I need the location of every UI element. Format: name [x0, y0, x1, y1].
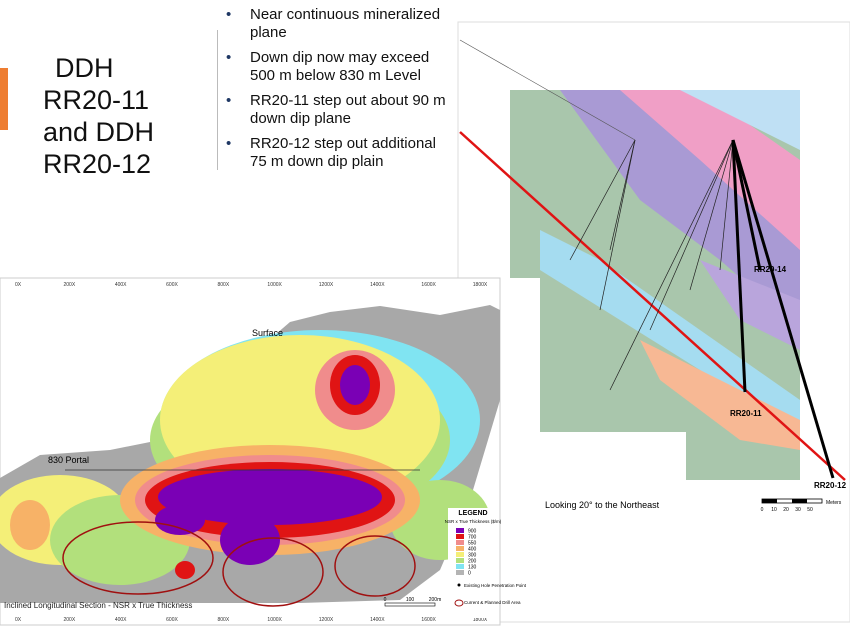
legend-label: 550: [468, 541, 477, 547]
contour: [340, 365, 370, 405]
scale-label: 100: [406, 597, 415, 603]
legend-title: LEGEND: [458, 510, 487, 517]
hole-label: RR20-11: [730, 409, 762, 418]
legend-swatch: [456, 570, 464, 575]
scale-label: 50: [807, 507, 813, 513]
scale-bar: [762, 499, 777, 503]
hole-label: RR20-14: [754, 265, 787, 274]
legend-swatch: [456, 534, 464, 539]
bullet: Down dip now may exceed 500 m below 830 …: [224, 49, 452, 85]
legend-label: 400: [468, 547, 477, 553]
accent-bar: [0, 68, 8, 130]
legend-swatch: [456, 540, 464, 545]
axis-label: 800X: [217, 282, 229, 288]
scale-label: 200m: [429, 597, 442, 603]
axis-label: 800X: [217, 617, 229, 623]
axis-label: 1600X: [421, 617, 436, 623]
drill-trace: [459, 39, 636, 141]
legend-swatch: [456, 564, 464, 569]
band: [620, 90, 800, 250]
axis-label: 1400X: [370, 617, 385, 623]
bullet: Near continuous mineralized plane: [224, 6, 452, 42]
scale-bar: [384, 602, 436, 607]
bullet-list: Near continuous mineralized plane Down d…: [224, 6, 452, 178]
scale-label: 10: [771, 507, 777, 513]
legend-label: 700: [468, 535, 477, 541]
axis-label: 1000X: [267, 282, 282, 288]
view-caption: Looking 20° to the Northeast: [545, 500, 660, 510]
axis-label: 200X: [63, 617, 75, 623]
legend-label: 130: [468, 565, 477, 571]
legend-label: 900: [468, 529, 477, 535]
scale-label: 30: [795, 507, 801, 513]
contour: [158, 469, 382, 525]
axis-label: 400X: [115, 617, 127, 623]
slide-title: DDH RR20-11 and DDH RR20-12: [43, 53, 155, 179]
map-label: 830 Portal: [48, 455, 89, 465]
bullet: RR20-11 step out about 90 m down dip pla…: [224, 92, 452, 128]
legend-label: 0: [468, 571, 471, 577]
axis-label: 1800X: [473, 617, 488, 623]
axis-label: 1200X: [319, 617, 334, 623]
map-caption: Inclined Longitudinal Section - NSR x Tr…: [4, 601, 192, 610]
axis-label: 1800X: [473, 282, 488, 288]
drill-areas: [62, 521, 416, 607]
legend-swatch: [456, 528, 464, 533]
vein-trace: [459, 131, 846, 481]
axis-label: 400X: [115, 282, 127, 288]
map-label: Surface: [252, 328, 283, 338]
contour: [220, 515, 280, 565]
legend-subtitle: NSR x True Thickness ($/m): [445, 519, 502, 524]
contour: [175, 561, 195, 579]
hole-rr20-14: [731, 139, 762, 271]
scale-bar: [792, 499, 807, 503]
cross-section: RR20-14 RR20-11 RR20-12 Looking 20° to t…: [457, 21, 850, 623]
divider: [217, 30, 218, 170]
long-section: 830 Portal Surface 0X 0X 200X 200X 400X 400X 6…: [0, 277, 527, 626]
legend-item: Existing Hole Penetration Point: [464, 583, 527, 588]
hole-label: RR20-12: [814, 481, 847, 490]
legend-symbol: [457, 583, 461, 587]
legend-swatch: [456, 552, 464, 557]
axis-label: 600X: [166, 282, 178, 288]
legend-swatch: [456, 546, 464, 551]
legend-item: Current & Planned Drill Area: [464, 600, 521, 605]
contour: [155, 505, 205, 535]
axis-label: 1000X: [267, 617, 282, 623]
contour: [10, 500, 50, 550]
band: [700, 260, 800, 350]
axis-label: 600X: [166, 617, 178, 623]
scale-label: 0: [384, 597, 387, 603]
legend-swatch: [456, 558, 464, 563]
legend-label: 300: [468, 553, 477, 559]
hole-rr20-11: [731, 139, 747, 393]
legend-label: 200: [468, 559, 477, 565]
axis-label: 0X: [15, 282, 22, 288]
band: [680, 90, 800, 150]
bullet: RR20-12 step out additional 75 m down di…: [224, 135, 452, 171]
band: [640, 340, 800, 450]
scale-label: 20: [783, 507, 789, 513]
axis-label: 0X: [15, 617, 22, 623]
axis-label: 200X: [63, 282, 75, 288]
scale-label: 0: [761, 507, 764, 513]
axis-label: 1200X: [319, 282, 334, 288]
hole-rr20-12: [731, 139, 835, 479]
scale-unit: Meters: [826, 500, 842, 506]
axis-label: 1400X: [370, 282, 385, 288]
legend-symbol: [454, 599, 464, 607]
axis-label: 1600X: [421, 282, 436, 288]
drill-traces: [569, 139, 734, 391]
